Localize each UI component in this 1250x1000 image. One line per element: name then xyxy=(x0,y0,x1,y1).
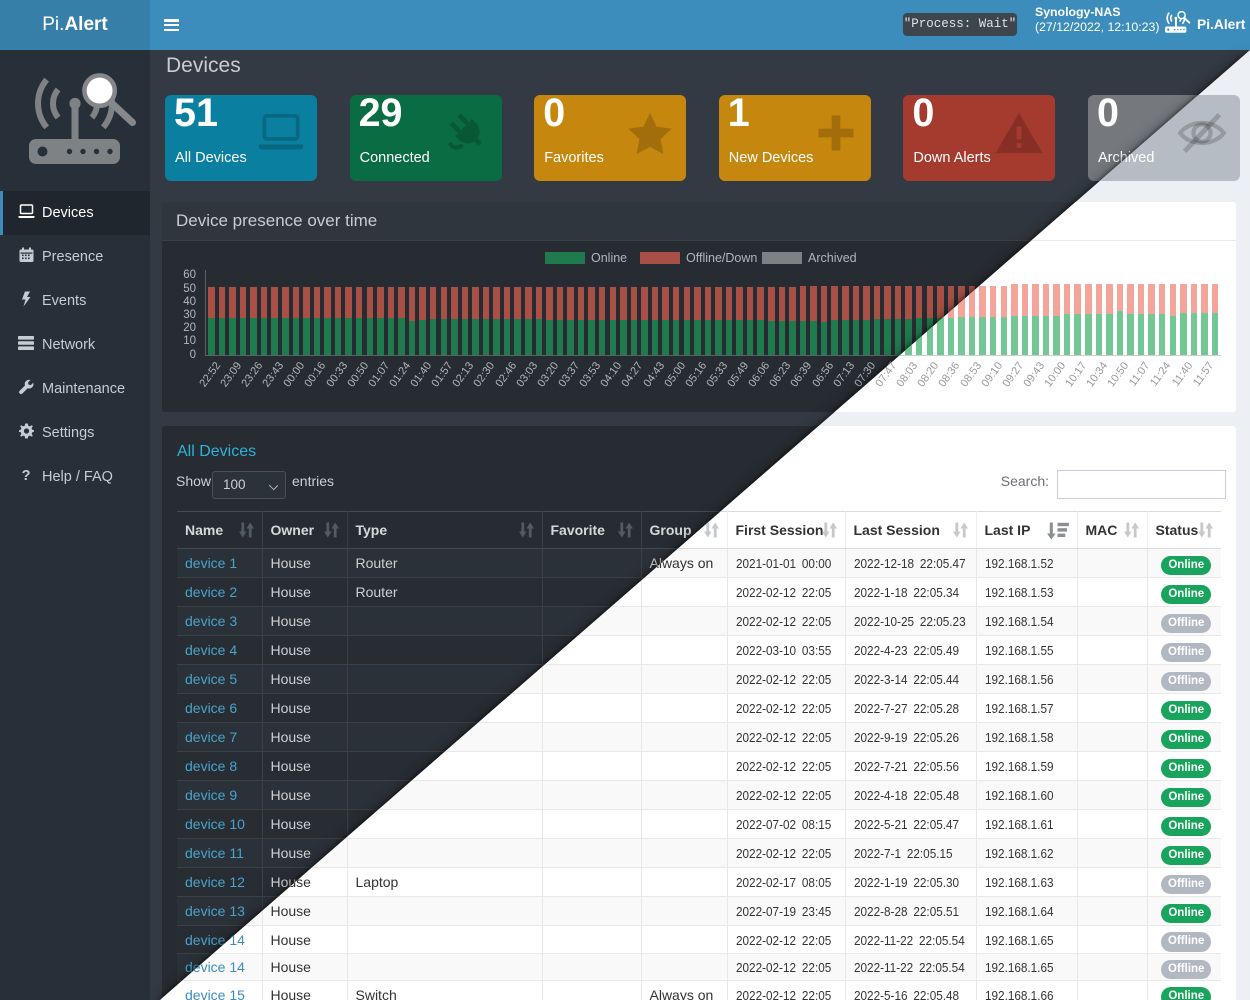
svg-text:?: ? xyxy=(22,468,31,483)
svg-text:?: ? xyxy=(22,468,31,483)
